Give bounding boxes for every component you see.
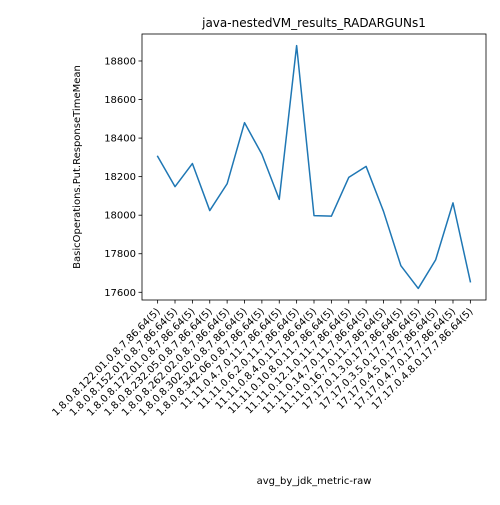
y-tick-label: 18600: [104, 95, 136, 106]
x-axis-ticks: 1.8.0.8.122.01.0.8.7.86.64(5)1.8.0.8.152…: [51, 300, 476, 419]
plot-frame: [141, 33, 487, 301]
y-tick-label: 18200: [104, 172, 136, 183]
series-line: [156, 44, 472, 290]
y-tick-label: 18400: [104, 134, 136, 145]
y-tick-label: 17600: [104, 288, 136, 299]
y-tick-label: 18000: [104, 211, 136, 222]
y-tick-label: 18800: [104, 56, 136, 67]
chart-title: java-nestedVM_results_RADARGUNs1: [201, 16, 426, 30]
y-tick-label: 17800: [104, 249, 136, 260]
y-axis-ticks: 17600 17800 18000 18200 18400 18600 18800: [104, 56, 142, 299]
y-axis-label: BasicOperations.Put.ResponseTimeMean: [72, 65, 83, 269]
x-axis-label: avg_by_jdk_metric-raw: [257, 476, 372, 487]
